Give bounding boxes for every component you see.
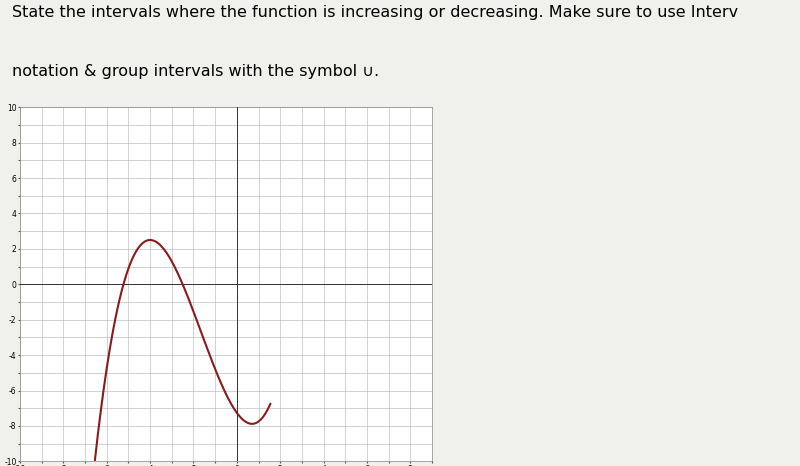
Text: notation & group intervals with the symbol ∪.: notation & group intervals with the symb… <box>12 63 379 79</box>
Text: State the intervals where the function is increasing or decreasing. Make sure to: State the intervals where the function i… <box>12 5 738 20</box>
